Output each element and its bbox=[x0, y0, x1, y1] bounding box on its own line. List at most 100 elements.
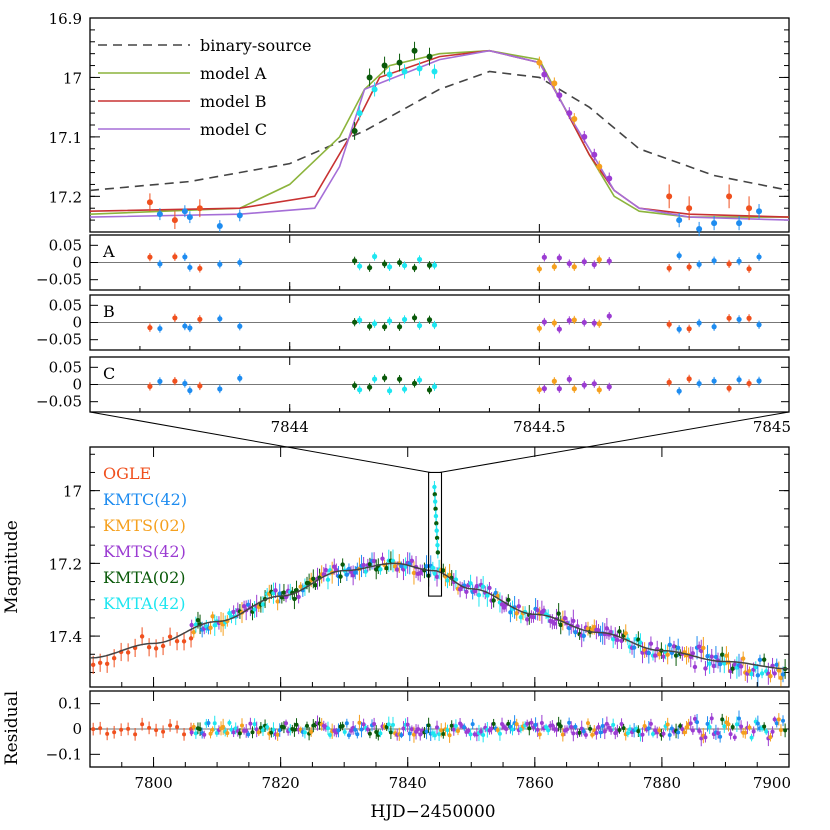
main-data-point bbox=[441, 568, 446, 573]
residual-data-point bbox=[666, 321, 672, 327]
main-data-point bbox=[195, 618, 201, 623]
residual-main-point bbox=[657, 728, 662, 733]
residual-main-point bbox=[441, 731, 446, 736]
main-data-point bbox=[434, 574, 440, 580]
main-data-point bbox=[390, 558, 396, 564]
residual-main-point bbox=[470, 722, 475, 727]
main-data-point bbox=[435, 550, 441, 555]
residual-main-point bbox=[651, 732, 656, 737]
residual-main-point bbox=[768, 735, 773, 740]
residual-main-point bbox=[661, 731, 666, 736]
data-legend-label: OGLE bbox=[103, 464, 151, 483]
main-data-point bbox=[378, 567, 383, 572]
main-data-point bbox=[514, 611, 519, 616]
zoom-data-point bbox=[426, 53, 433, 60]
residual-main-point bbox=[491, 721, 496, 726]
residual-data-point bbox=[696, 261, 702, 267]
residual-data-point bbox=[551, 378, 557, 384]
residual-main-point bbox=[119, 727, 124, 732]
residual-data-point bbox=[431, 384, 438, 390]
residual-main-ytick-label: 0.1 bbox=[58, 695, 82, 713]
model-curve-model-b bbox=[89, 49, 790, 218]
main-data-point bbox=[340, 562, 345, 567]
residual-data-point bbox=[352, 258, 358, 264]
residual-main-ytick-label: −0.1 bbox=[46, 745, 82, 763]
residual-data-point bbox=[217, 261, 223, 267]
main-data-point bbox=[275, 599, 280, 604]
zoom-data-point bbox=[416, 65, 423, 72]
residual-panel-label: B bbox=[103, 302, 115, 321]
zoom-data-point bbox=[236, 212, 243, 219]
residual-main-point bbox=[233, 726, 238, 731]
main-data-point bbox=[111, 656, 117, 661]
main-data-point bbox=[424, 563, 429, 569]
residual-data-point bbox=[157, 378, 163, 384]
residual-data-point bbox=[606, 258, 612, 264]
zoom-ytick-label: 17.1 bbox=[49, 129, 82, 147]
residual-main-point bbox=[732, 735, 737, 740]
residual-main-point bbox=[640, 732, 645, 737]
residual-main-point bbox=[506, 721, 511, 726]
main-data-point bbox=[338, 574, 343, 579]
main-data-point bbox=[430, 565, 436, 570]
residual-main-point bbox=[726, 722, 731, 727]
residual-data-point bbox=[357, 263, 363, 269]
residual-main-point bbox=[426, 723, 431, 728]
zoom-xtick-label: 7844.5 bbox=[513, 418, 566, 436]
residual-main-point bbox=[91, 727, 96, 732]
residual-data-point bbox=[172, 315, 178, 321]
main-data-point bbox=[399, 563, 404, 569]
residual-data-point bbox=[197, 265, 203, 272]
zoom-box bbox=[428, 471, 443, 597]
residual-main-point bbox=[432, 733, 437, 738]
zoom-xtick-label: 7845 bbox=[753, 418, 791, 436]
main-data-point bbox=[384, 565, 389, 571]
zoom-data-point bbox=[386, 71, 393, 78]
main-data-point bbox=[445, 578, 450, 583]
residual-data-point bbox=[591, 320, 597, 326]
residual-data-point bbox=[556, 386, 562, 392]
residual-main-point bbox=[716, 731, 721, 736]
main-panel: 17 17.2 17.4 OGLE KMTC(42) KMTS(02) KMTS(42) KM… bbox=[49, 411, 790, 687]
y-axis-label-residual: Residual bbox=[2, 691, 22, 765]
residual-main-point bbox=[598, 730, 603, 735]
main-data-point bbox=[409, 558, 415, 563]
residual-main-point bbox=[781, 718, 786, 723]
residual-main-point bbox=[275, 732, 280, 737]
residual-data-point bbox=[736, 316, 742, 323]
residual-data-point bbox=[147, 325, 153, 331]
residual-data-point bbox=[676, 326, 682, 332]
residual-main-point bbox=[594, 731, 599, 736]
residual-main-point bbox=[611, 722, 616, 727]
main-data-point bbox=[581, 633, 587, 639]
main-data-point bbox=[732, 662, 737, 667]
residual-data-point bbox=[217, 316, 223, 322]
zoom-data-point bbox=[676, 217, 683, 224]
residual-data-point bbox=[606, 313, 612, 319]
main-data-point bbox=[535, 608, 540, 613]
residual-panel-label: C bbox=[103, 364, 115, 383]
residual-main-point bbox=[669, 726, 674, 731]
residual-main-point bbox=[497, 731, 502, 736]
residual-main-point bbox=[764, 729, 769, 734]
main-data-point bbox=[717, 661, 723, 667]
residual-data-point bbox=[381, 375, 388, 381]
residual-main-point bbox=[210, 727, 215, 732]
zoom-data-point bbox=[711, 220, 718, 227]
main-data-point bbox=[227, 610, 232, 616]
residual-main-point bbox=[140, 722, 145, 727]
residual-data-point bbox=[172, 254, 178, 260]
residual-main-point bbox=[697, 729, 702, 734]
residual-main-point bbox=[246, 732, 251, 737]
residual-main-point bbox=[709, 716, 714, 721]
residual-main-point bbox=[602, 729, 607, 734]
main-data-point bbox=[174, 638, 180, 644]
residual-main-point bbox=[346, 733, 351, 738]
residual-data-point bbox=[711, 258, 717, 264]
residual-main-point bbox=[453, 723, 458, 728]
residual-main-point bbox=[416, 727, 421, 732]
residual-data-point bbox=[352, 319, 358, 325]
residual-main-point bbox=[676, 730, 681, 735]
residual-main-point bbox=[648, 721, 653, 726]
main-data-point bbox=[571, 618, 576, 624]
